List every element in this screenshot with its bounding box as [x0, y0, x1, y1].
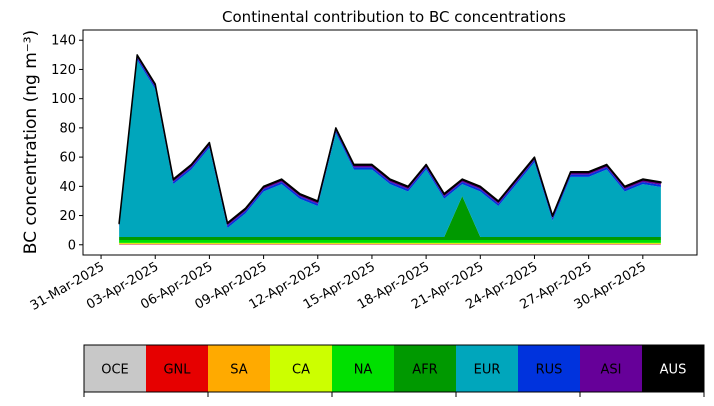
legend-label: RUS — [536, 363, 563, 378]
legend-label: AUS — [660, 363, 687, 378]
y-tick-label: 40 — [59, 180, 76, 195]
legend-label: EUR — [474, 363, 501, 378]
y-tick-label: 0 — [68, 238, 76, 253]
legend-label: AFR — [412, 363, 437, 378]
legend-label: OCE — [101, 363, 129, 378]
y-tick-label: 120 — [51, 63, 76, 78]
area — [119, 60, 661, 237]
y-tick-label: 80 — [59, 121, 76, 136]
area — [119, 240, 661, 243]
legend: OCE GNL SA CA NA AFR EUR RUS ASI AUS — [84, 345, 704, 397]
y-tick-label: 60 — [59, 151, 76, 166]
y-tick-label: 140 — [51, 34, 76, 49]
legend-label: ASI — [601, 363, 622, 378]
chart-title: Continental contribution to BC concentra… — [222, 8, 566, 26]
legend-label: NA — [354, 363, 373, 378]
y-axis-label: BC concentration (ng m⁻³) — [21, 30, 41, 254]
plot-area — [119, 55, 661, 245]
y-tick-label: 20 — [59, 209, 76, 224]
legend-label: GNL — [163, 363, 191, 378]
legend-label: SA — [230, 363, 247, 378]
area — [119, 243, 661, 244]
legend-label: CA — [292, 363, 310, 378]
y-tick-label: 100 — [51, 92, 76, 107]
